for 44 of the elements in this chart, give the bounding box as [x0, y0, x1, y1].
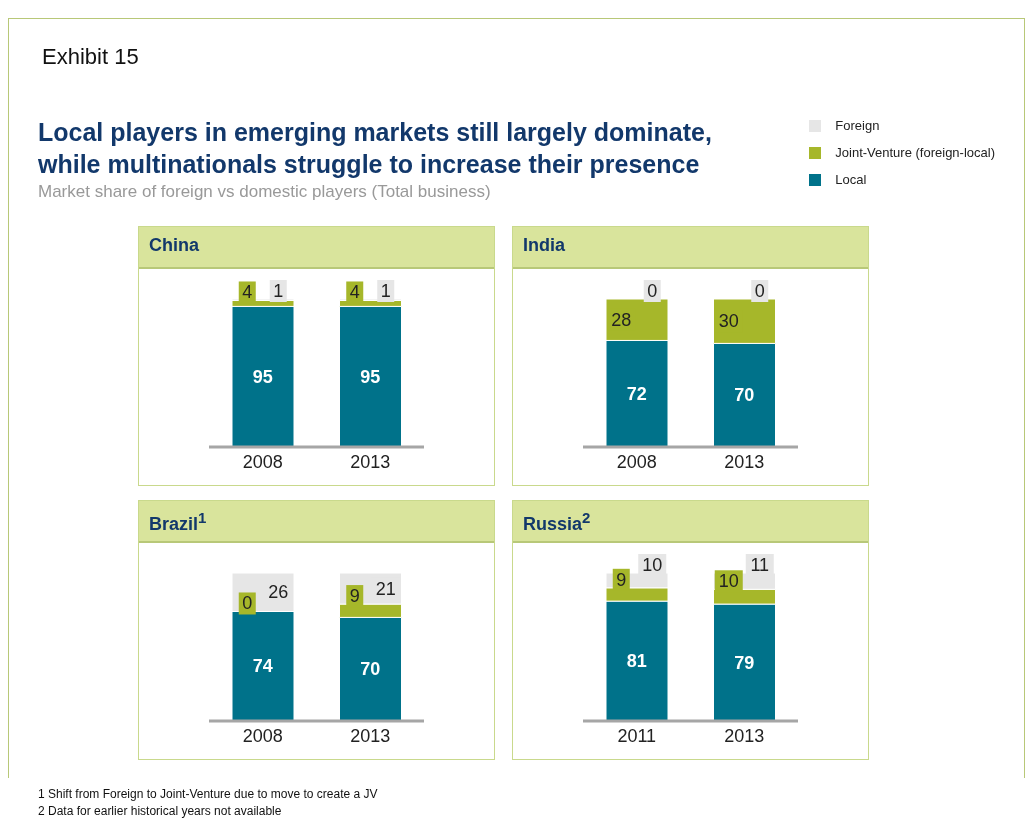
data-label: 0	[647, 281, 658, 301]
legend-label: Joint-Venture (foreign-local)	[835, 145, 995, 160]
data-label: 0	[242, 593, 253, 614]
x-tick-label: 2008	[242, 451, 283, 472]
x-tick-label: 2008	[616, 451, 657, 472]
chart-title: Russia$^{2}$	[513, 501, 868, 543]
data-label: 26	[268, 582, 289, 603]
data-label: 1	[380, 281, 391, 301]
data-label: 9	[349, 586, 360, 607]
x-tick-label: 2013	[350, 725, 391, 746]
data-label: 95	[252, 366, 273, 387]
text: Exhibit 15	[42, 44, 139, 70]
chart-title: India	[513, 227, 868, 269]
chart-title: China	[139, 227, 494, 269]
data-label: 21	[375, 578, 396, 599]
data-label: 72	[626, 383, 647, 404]
data-label: 1	[273, 281, 284, 301]
data-label: 70	[734, 385, 755, 406]
data-label: 0	[754, 281, 765, 301]
text: Local players in emerging markets still largely dominate, while multinationals struggle to increase their presence	[38, 117, 713, 180]
data-label: 10	[642, 555, 663, 575]
data-label: 30	[718, 311, 739, 332]
data-label: 28	[611, 309, 632, 330]
x-tick-label: 2011	[617, 725, 657, 746]
x-tick-label: 2013	[350, 451, 391, 472]
data-label: 81	[626, 651, 647, 672]
data-label: 9	[616, 569, 627, 590]
data-label: 4	[242, 282, 253, 303]
data-label: 95	[360, 366, 381, 387]
text: Local	[835, 172, 867, 187]
x-tick-label: 2013	[724, 725, 765, 746]
data-label: 10	[718, 571, 739, 592]
text: Market share of foreign vs domestic players (Total business)	[38, 182, 491, 202]
x-tick-label: 2008	[242, 725, 283, 746]
chart-title: Brazil$^{1}$	[139, 501, 494, 543]
data-label: 70	[360, 659, 381, 680]
x-tick-label: 2013	[724, 451, 765, 472]
text: 1 Shift from Foreign to Joint-Venture due to move to create a JV	[38, 786, 378, 803]
data-label: 4	[349, 282, 360, 303]
data-label: 11	[750, 555, 770, 575]
text: 2 Data for earlier historical years not available	[38, 803, 283, 820]
data-label: 74	[252, 656, 273, 677]
data-label: 79	[734, 652, 755, 673]
legend-label: Foreign	[835, 118, 880, 133]
